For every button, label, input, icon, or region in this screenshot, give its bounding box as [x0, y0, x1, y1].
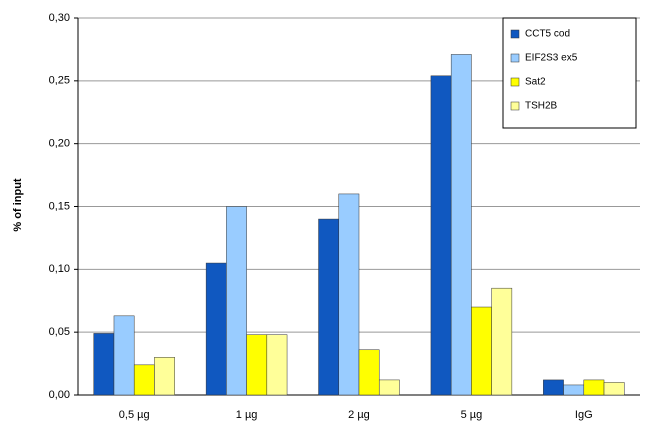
bar: [246, 334, 268, 396]
y-tick-label: 0,15: [49, 200, 70, 212]
bar: [450, 54, 472, 396]
legend-label: EIF2S3 ex5: [525, 53, 578, 64]
y-tick-label: 0,00: [49, 389, 70, 401]
bar: [266, 334, 288, 396]
x-tick-label: 2 µg: [348, 409, 370, 421]
legend-swatch: [510, 77, 520, 87]
bar: [93, 333, 115, 396]
y-tick-label: 0,30: [49, 12, 70, 24]
bar: [583, 379, 605, 396]
bar: [430, 75, 452, 396]
legend-label: CCT5 cod: [525, 29, 570, 40]
legend-box: [502, 17, 637, 129]
x-tick-label: 0,5 µg: [119, 409, 150, 421]
x-tick-label: 5 µg: [461, 409, 483, 421]
y-tick-label: 0,10: [49, 263, 70, 275]
bar: [471, 306, 492, 396]
bar: [358, 349, 380, 396]
legend-label: Sat2: [525, 77, 546, 88]
y-tick-label: 0,25: [49, 75, 70, 87]
x-tick-label: IgG: [575, 409, 593, 421]
legend-label: TSH2B: [525, 101, 558, 112]
bar: [226, 206, 247, 396]
bar: [543, 379, 564, 396]
bar: [563, 384, 585, 396]
bar: [378, 379, 400, 396]
bar: [133, 364, 155, 396]
bar: [338, 193, 360, 396]
x-tick-label: 1 µg: [236, 409, 258, 421]
bar: [113, 315, 135, 396]
bar: [205, 262, 227, 396]
bar: [318, 218, 340, 396]
y-axis-label: % of input: [12, 178, 24, 231]
legend-swatch: [510, 29, 520, 39]
y-tick-label: 0,05: [49, 326, 70, 338]
bar: [603, 382, 625, 396]
bar: [154, 357, 175, 396]
legend-swatch: [510, 53, 520, 63]
y-tick-label: 0,20: [49, 138, 70, 150]
legend-swatch: [510, 101, 520, 111]
bar: [491, 287, 513, 396]
